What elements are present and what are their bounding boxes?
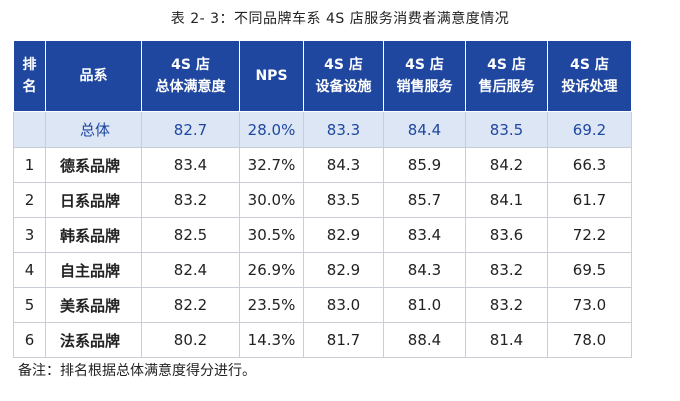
header-complaints: 4S 店 投诉处理 bbox=[547, 40, 632, 112]
table-cell: 日系品牌 bbox=[45, 182, 142, 218]
table-cell: 82.5 bbox=[141, 217, 240, 253]
header-rank: 排 名 bbox=[13, 40, 46, 112]
table-cell: 26.9% bbox=[239, 252, 304, 288]
table-cell: 32.7% bbox=[239, 147, 304, 183]
table-cell: 28.0% bbox=[239, 111, 304, 148]
table-row: 4 自主品牌 82.4 26.9% 82.9 84.3 83.2 69.5 bbox=[13, 252, 632, 288]
table-cell: 82.2 bbox=[141, 287, 240, 323]
table-cell: 83.4 bbox=[383, 217, 466, 253]
table-cell: 81.4 bbox=[465, 322, 548, 358]
table-cell: 83.2 bbox=[465, 287, 548, 323]
table-cell: 83.6 bbox=[465, 217, 548, 253]
table-cell: 66.3 bbox=[547, 147, 632, 183]
table-cell: 78.0 bbox=[547, 322, 632, 358]
header-overall: 4S 店 总体满意度 bbox=[141, 40, 240, 112]
header-brand: 品系 bbox=[45, 40, 142, 112]
table-cell: 80.2 bbox=[141, 322, 240, 358]
table-cell: 81.0 bbox=[383, 287, 466, 323]
table-cell: 30.0% bbox=[239, 182, 304, 218]
table-cell: 69.5 bbox=[547, 252, 632, 288]
table-cell: 84.3 bbox=[303, 147, 384, 183]
table-cell: 德系品牌 bbox=[45, 147, 142, 183]
table-cell: 84.3 bbox=[383, 252, 466, 288]
table-caption: 表 2- 3：不同品牌车系 4S 店服务消费者满意度情况 bbox=[170, 11, 510, 27]
table-cell: 83.5 bbox=[465, 111, 548, 148]
table-row-total: 总体 82.7 28.0% 83.3 84.4 83.5 69.2 bbox=[13, 111, 632, 148]
table-cell: 84.4 bbox=[383, 111, 466, 148]
table-cell: 3 bbox=[13, 217, 46, 253]
table-cell: 4 bbox=[13, 252, 46, 288]
table-row: 5 美系品牌 82.2 23.5% 83.0 81.0 83.2 73.0 bbox=[13, 287, 632, 323]
table-row: 3 韩系品牌 82.5 30.5% 82.9 83.4 83.6 72.2 bbox=[13, 217, 632, 253]
header-nps: NPS bbox=[239, 40, 304, 112]
table-cell: 30.5% bbox=[239, 217, 304, 253]
table-cell: 83.2 bbox=[465, 252, 548, 288]
table-cell: 84.2 bbox=[465, 147, 548, 183]
header-aftersales: 4S 店 售后服务 bbox=[465, 40, 548, 112]
table-row: 1 德系品牌 83.4 32.7% 84.3 85.9 84.2 66.3 bbox=[13, 147, 632, 183]
satisfaction-table: 排 名 品系 4S 店 总体满意度 NPS 4S 店 设备设施 4S 店 销售服… bbox=[13, 40, 632, 358]
table-cell: 73.0 bbox=[547, 287, 632, 323]
table-footnote: 备注：排名根据总体满意度得分进行。 bbox=[18, 363, 256, 379]
table-cell: 23.5% bbox=[239, 287, 304, 323]
table-cell: 83.4 bbox=[141, 147, 240, 183]
table-cell: 5 bbox=[13, 287, 46, 323]
table-cell: 83.0 bbox=[303, 287, 384, 323]
table-row: 6 法系品牌 80.2 14.3% 81.7 88.4 81.4 78.0 bbox=[13, 322, 632, 358]
table-cell: 法系品牌 bbox=[45, 322, 142, 358]
table-cell: 自主品牌 bbox=[45, 252, 142, 288]
table-row: 2 日系品牌 83.2 30.0% 83.5 85.7 84.1 61.7 bbox=[13, 182, 632, 218]
table-cell: 82.7 bbox=[141, 111, 240, 148]
header-sales: 4S 店 销售服务 bbox=[383, 40, 466, 112]
table-cell: 82.9 bbox=[303, 252, 384, 288]
table-cell: 82.4 bbox=[141, 252, 240, 288]
table-cell: 83.2 bbox=[141, 182, 240, 218]
table-cell: 83.3 bbox=[303, 111, 384, 148]
table-cell: 85.7 bbox=[383, 182, 466, 218]
table-cell: 6 bbox=[13, 322, 46, 358]
table-cell: 14.3% bbox=[239, 322, 304, 358]
table-cell: 82.9 bbox=[303, 217, 384, 253]
table-cell: 88.4 bbox=[383, 322, 466, 358]
table-cell: 总体 bbox=[45, 111, 142, 148]
table-header-row: 排 名 品系 4S 店 总体满意度 NPS 4S 店 设备设施 4S 店 销售服… bbox=[13, 40, 632, 112]
table-cell: 85.9 bbox=[383, 147, 466, 183]
table-cell: 83.5 bbox=[303, 182, 384, 218]
table-cell: 韩系品牌 bbox=[45, 217, 142, 253]
table-cell bbox=[13, 111, 46, 148]
table-cell: 84.1 bbox=[465, 182, 548, 218]
table-cell: 81.7 bbox=[303, 322, 384, 358]
table-cell: 2 bbox=[13, 182, 46, 218]
table-cell: 61.7 bbox=[547, 182, 632, 218]
table-cell: 美系品牌 bbox=[45, 287, 142, 323]
table-cell: 1 bbox=[13, 147, 46, 183]
table-cell: 72.2 bbox=[547, 217, 632, 253]
header-facilities: 4S 店 设备设施 bbox=[303, 40, 384, 112]
table-cell: 69.2 bbox=[547, 111, 632, 148]
